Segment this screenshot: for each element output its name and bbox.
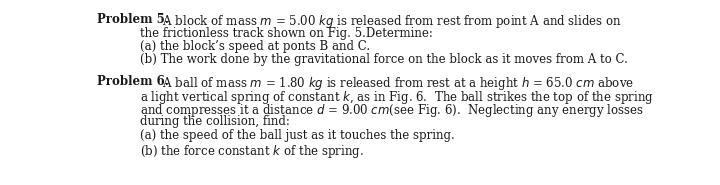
Text: a light vertical spring of constant $k$, as in Fig. 6.  The ball strikes the top: a light vertical spring of constant $k$,… [140, 88, 654, 105]
Text: (a) the block’s speed at ponts B and C.: (a) the block’s speed at ponts B and C. [140, 40, 370, 53]
Text: A ball of mass $m$ = 1.80 $kg$ is released from rest at a height $h$ = 65.0 $cm$: A ball of mass $m$ = 1.80 $kg$ is releas… [159, 75, 634, 92]
Text: A block of mass $m$ = 5.00 $kg$ is released from rest from point A and slides on: A block of mass $m$ = 5.00 $kg$ is relea… [159, 13, 622, 30]
Text: the frictionless track shown on Fig. 5.Determine:: the frictionless track shown on Fig. 5.D… [140, 26, 433, 40]
Text: Problem 5.: Problem 5. [97, 13, 169, 26]
Text: (b) The work done by the gravitational force on the block as it moves from A to : (b) The work done by the gravitational f… [140, 53, 628, 66]
Text: (b) the force constant $k$ of the spring.: (b) the force constant $k$ of the spring… [140, 142, 364, 159]
Text: (a) the speed of the ball just as it touches the spring.: (a) the speed of the ball just as it tou… [140, 129, 455, 142]
Text: during the collision, find:: during the collision, find: [140, 115, 290, 129]
Text: Problem 6.: Problem 6. [97, 75, 169, 88]
Text: and compresses it a distance $d$ = 9.00 $cm$(see Fig. 6).  Neglecting any energy: and compresses it a distance $d$ = 9.00 … [140, 102, 644, 119]
